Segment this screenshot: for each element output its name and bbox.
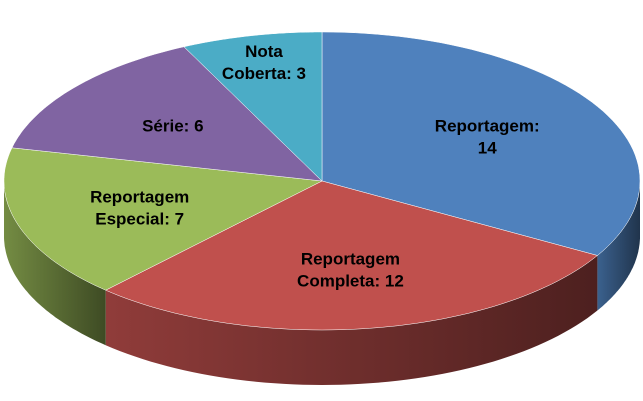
slice-side bbox=[105, 255, 598, 385]
data-label: Série: 6 bbox=[142, 116, 203, 135]
data-label-line: Especial: 7 bbox=[95, 209, 184, 228]
slice-side bbox=[597, 181, 640, 311]
data-label-line: 14 bbox=[478, 138, 497, 157]
slice bbox=[321, 31, 641, 256]
data-label-line: Reportagem bbox=[301, 249, 400, 268]
slice bbox=[105, 180, 598, 331]
data-label-line: Coberta: 3 bbox=[222, 64, 306, 83]
slice bbox=[11, 46, 323, 182]
data-label: Reportagem Completa: 12 bbox=[297, 249, 404, 290]
data-label: Reportagem: 14 bbox=[435, 116, 540, 157]
data-label-line: Reportagem bbox=[90, 187, 189, 206]
slice-side bbox=[4, 181, 106, 346]
data-label: Reportagem Especial: 7 bbox=[90, 187, 189, 228]
data-label-line: Reportagem: bbox=[435, 116, 540, 135]
slice bbox=[183, 31, 323, 182]
data-label-line: Completa: 12 bbox=[297, 271, 404, 290]
data-label-line: Nota bbox=[245, 42, 283, 61]
data-label-line: Série: 6 bbox=[142, 116, 203, 135]
slice bbox=[3, 147, 323, 291]
data-label: Nota Coberta: 3 bbox=[222, 42, 306, 83]
